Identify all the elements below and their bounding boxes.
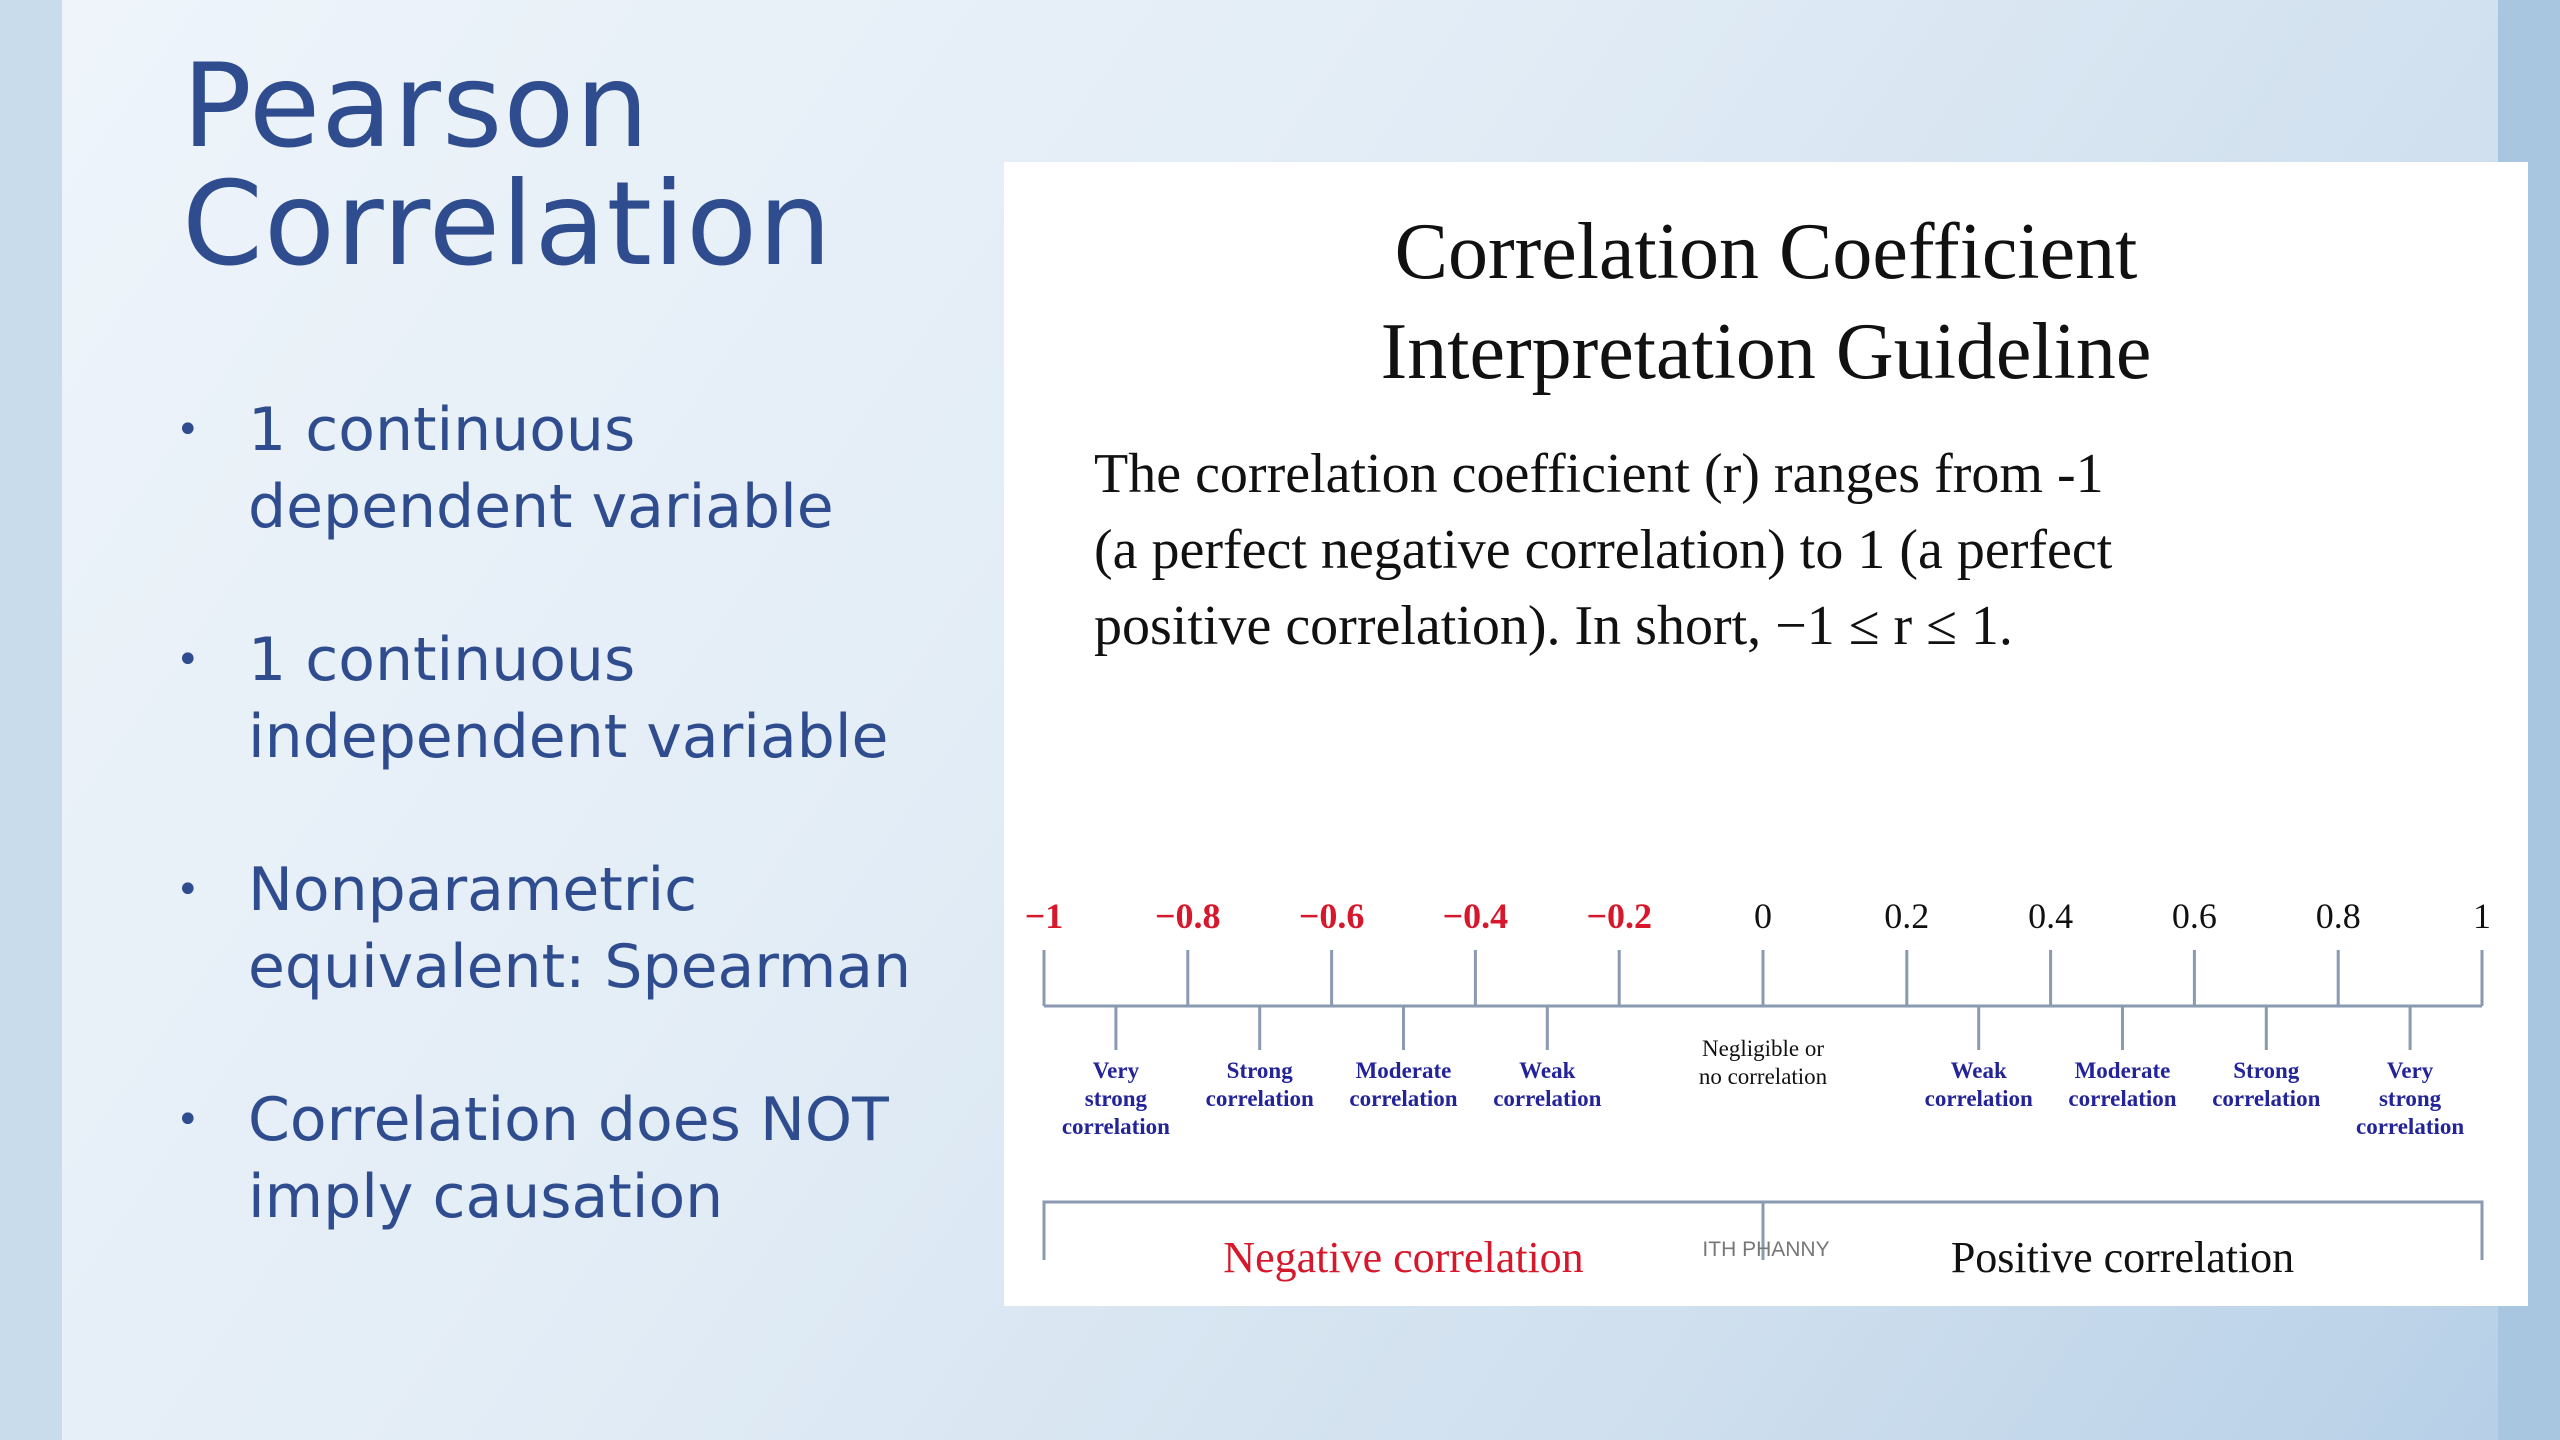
category-label: Very — [1093, 1058, 1140, 1083]
slide-title-line: Correlation — [182, 157, 833, 292]
bullet-line: dependent variable — [248, 472, 834, 542]
category-label: correlation — [2068, 1086, 2176, 1111]
category-label: no correlation — [1699, 1064, 1828, 1089]
tick-label: 0.6 — [2172, 896, 2217, 936]
slide-title-line: Pearson — [182, 39, 650, 174]
tick-label: 0.8 — [2316, 896, 2361, 936]
region-label: Negative correlation — [1223, 1233, 1583, 1282]
tick-label: −0.2 — [1586, 896, 1652, 936]
bullet-line: independent variable — [248, 702, 889, 772]
tick-label: −0.4 — [1443, 896, 1509, 936]
category-label: Very — [2387, 1058, 2434, 1083]
slide-title: Pearson Correlation — [182, 48, 982, 284]
category-label: correlation — [1349, 1086, 1457, 1111]
figure-title-line: Correlation Coefficient — [1394, 208, 2138, 296]
bullet-line: 1 continuous — [248, 625, 636, 695]
figure-title-line: Interpretation Guideline — [1380, 308, 2152, 396]
region-label: Positive correlation — [1951, 1233, 2294, 1282]
category-label: correlation — [2212, 1086, 2320, 1111]
credit-text: ITH PHANNY — [1702, 1238, 1830, 1261]
category-label: correlation — [2356, 1114, 2464, 1139]
bullet-line: Correlation does NOT — [248, 1085, 889, 1155]
bullet-line: 1 continuous — [248, 395, 636, 465]
category-label: correlation — [1062, 1114, 1170, 1139]
tick-label: −0.8 — [1155, 896, 1221, 936]
tick-label: −0.6 — [1299, 896, 1365, 936]
region-bracket — [1761, 1200, 2484, 1260]
description-line: positive correlation). In short, −1 ≤ r … — [1094, 595, 2013, 657]
correlation-scale-chart: −1 −0.8 −0.6 −0.4 −0.2 0 0.2 0.4 0.6 0.8 1 Very stro… — [1025, 896, 2491, 1282]
bullet-line: equivalent: Spearman — [248, 932, 912, 1002]
category-label: strong — [1085, 1086, 1148, 1111]
category-label: Weak — [1951, 1058, 2007, 1083]
bullet-item: Correlation does NOT imply causation — [172, 1082, 992, 1236]
category-label: strong — [2379, 1086, 2442, 1111]
figure-description: The correlation coefficient (r) ranges f… — [1094, 436, 2394, 664]
bullet-item: 1 continuous independent variable — [172, 622, 992, 776]
bullet-item: 1 continuous dependent variable — [172, 392, 992, 546]
category-label: Weak — [1519, 1058, 1575, 1083]
left-gutter — [0, 0, 62, 1440]
figure-panel: Correlation Coefficient Interpretation G… — [1004, 162, 2528, 1306]
tick-label: −1 — [1025, 896, 1064, 936]
category-label: Moderate — [1356, 1058, 1452, 1083]
bullet-line: imply causation — [248, 1162, 724, 1232]
bullet-item: Nonparametric equivalent: Spearman — [172, 852, 992, 1006]
category-label: correlation — [1206, 1086, 1314, 1111]
category-label: Strong — [1227, 1058, 1294, 1083]
tick-label: 0 — [1754, 896, 1772, 936]
bullet-list: 1 continuous dependent variable 1 contin… — [172, 392, 992, 1312]
tick-label: 0.2 — [1884, 896, 1929, 936]
description-line: (a perfect negative correlation) to 1 (a… — [1094, 519, 2113, 581]
category-label: correlation — [1925, 1086, 2033, 1111]
bullet-line: Nonparametric — [248, 855, 698, 925]
figure-title: Correlation Coefficient Interpretation G… — [1004, 202, 2528, 402]
category-label: correlation — [1493, 1086, 1601, 1111]
category-label: Negligible or — [1702, 1036, 1824, 1061]
tick-label: 1 — [2473, 896, 2491, 936]
description-line: The correlation coefficient (r) ranges f… — [1094, 443, 2104, 505]
category-label: Strong — [2233, 1058, 2300, 1083]
tick-label: 0.4 — [2028, 896, 2073, 936]
category-label: Moderate — [2075, 1058, 2171, 1083]
slide: Pearson Correlation 1 continuous depende… — [62, 0, 2528, 1440]
